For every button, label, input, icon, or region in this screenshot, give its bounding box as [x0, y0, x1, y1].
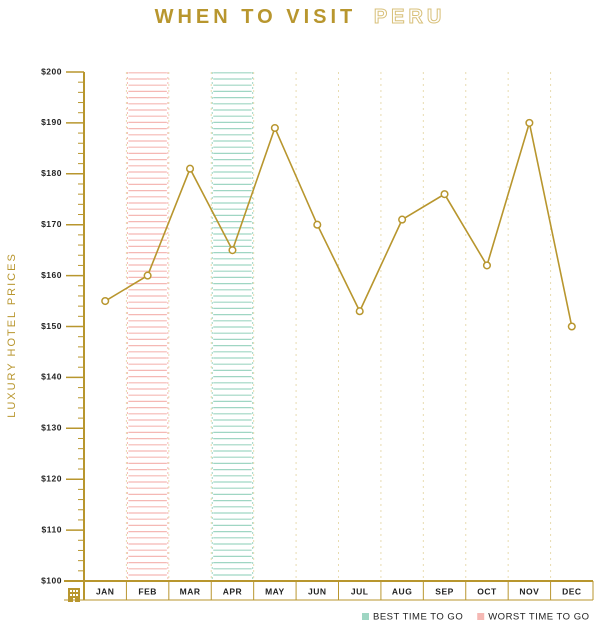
y-tick-label: $140 — [41, 372, 62, 382]
point — [398, 215, 407, 224]
x-tick-label: OCT — [477, 586, 497, 596]
point — [143, 271, 152, 280]
y-tick-label: $100 — [41, 575, 62, 585]
x-tick-label: JUL — [351, 586, 369, 596]
x-tick-label: FEB — [138, 586, 157, 596]
point — [525, 118, 534, 127]
y-tick-label: $110 — [42, 524, 62, 534]
point — [228, 246, 237, 255]
legend-label: WORST TIME TO GO — [488, 612, 589, 623]
x-tick-label: JAN — [96, 586, 115, 596]
legend-label: BEST TIME TO GO — [373, 612, 463, 623]
y-tick-label: $130 — [41, 423, 62, 433]
chart-title: WHEN TO VISIT PERU — [155, 6, 446, 28]
y-tick-label: $150 — [41, 321, 62, 331]
highlight-band — [126, 72, 169, 581]
y-tick-label: $180 — [41, 168, 62, 178]
legend-swatch — [477, 613, 485, 620]
x-tick-label: AUG — [392, 586, 412, 596]
point — [440, 190, 449, 199]
point — [270, 123, 279, 133]
y-axis-label: LUXURY HOTEL PRICES — [6, 252, 18, 418]
title-highlight: PERU — [374, 6, 446, 28]
y-tick-label: $120 — [41, 473, 62, 483]
point — [101, 297, 110, 306]
point — [313, 220, 322, 229]
point — [355, 307, 364, 316]
title-main: WHEN TO VISIT — [155, 6, 357, 28]
y-tick-label: $160 — [41, 270, 62, 280]
x-tick-label: JUN — [308, 586, 327, 596]
point — [185, 164, 195, 173]
line — [104, 122, 573, 327]
x-tick-label: MAR — [180, 586, 201, 596]
point — [482, 261, 492, 270]
x-tick-label: SEP — [435, 586, 454, 596]
point — [567, 322, 576, 331]
x-tick-label: MAY — [265, 586, 285, 596]
y-tick-label: $200 — [41, 66, 62, 76]
x-tick-label: APR — [223, 586, 242, 596]
legend-swatch — [362, 613, 369, 620]
x-tick-label: NOV — [519, 586, 539, 596]
highlight-band — [211, 72, 254, 581]
y-tick-label: $190 — [41, 117, 62, 127]
y-tick-label: $170 — [41, 219, 62, 229]
x-tick-label: DEC — [562, 586, 581, 596]
